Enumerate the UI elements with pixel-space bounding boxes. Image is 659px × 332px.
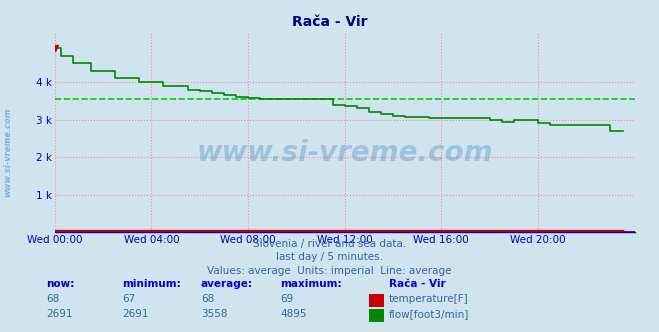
Text: Slovenia / river and sea data.: Slovenia / river and sea data. bbox=[253, 239, 406, 249]
Text: 68: 68 bbox=[201, 294, 214, 304]
Text: now:: now: bbox=[46, 279, 74, 289]
Text: average:: average: bbox=[201, 279, 253, 289]
Text: 3558: 3558 bbox=[201, 309, 227, 319]
Text: Rača - Vir: Rača - Vir bbox=[292, 15, 367, 29]
Text: 68: 68 bbox=[46, 294, 59, 304]
Text: flow[foot3/min]: flow[foot3/min] bbox=[389, 309, 469, 319]
Text: 69: 69 bbox=[280, 294, 293, 304]
Text: temperature[F]: temperature[F] bbox=[389, 294, 469, 304]
Text: maximum:: maximum: bbox=[280, 279, 342, 289]
Text: 4895: 4895 bbox=[280, 309, 306, 319]
Text: 2691: 2691 bbox=[46, 309, 72, 319]
Text: 67: 67 bbox=[122, 294, 135, 304]
Text: www.si-vreme.com: www.si-vreme.com bbox=[3, 108, 13, 198]
Text: last day / 5 minutes.: last day / 5 minutes. bbox=[276, 252, 383, 262]
Text: www.si-vreme.com: www.si-vreme.com bbox=[196, 139, 493, 167]
Text: Values: average  Units: imperial  Line: average: Values: average Units: imperial Line: av… bbox=[207, 266, 452, 276]
Text: 2691: 2691 bbox=[122, 309, 148, 319]
Text: minimum:: minimum: bbox=[122, 279, 181, 289]
Text: Rača - Vir: Rača - Vir bbox=[389, 279, 445, 289]
